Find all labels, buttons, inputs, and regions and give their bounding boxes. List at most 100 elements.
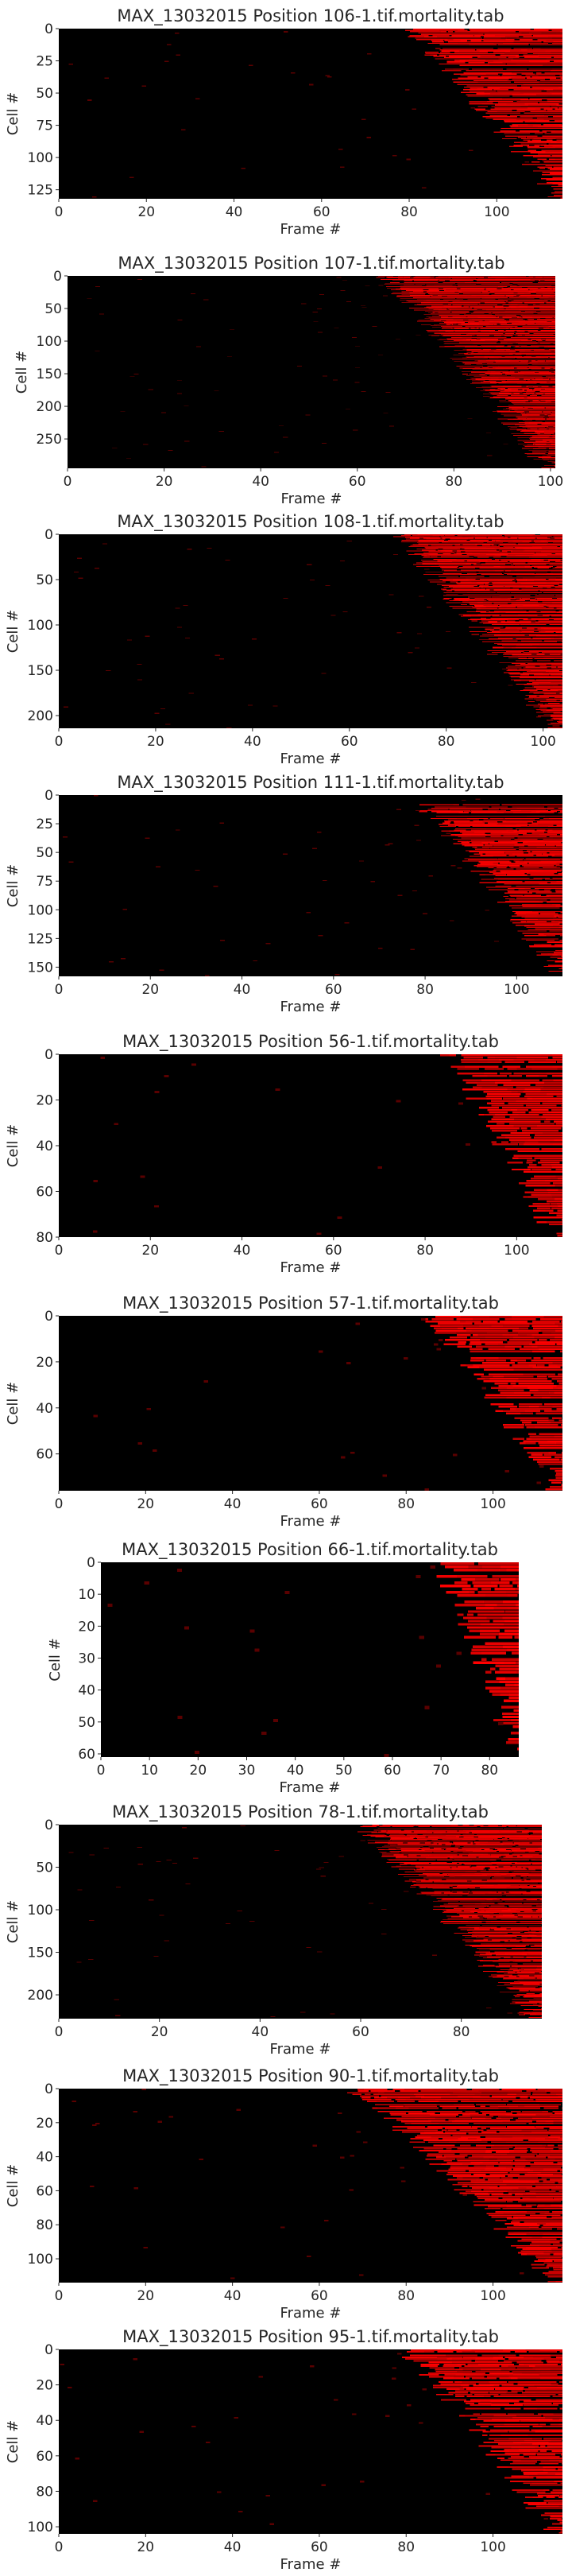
dead-cell-segment xyxy=(440,319,454,320)
dead-cell-segment xyxy=(460,1364,466,1367)
dead-cell-segment xyxy=(477,1378,485,1380)
dead-cell-segment xyxy=(477,1562,504,1565)
noise-pixel xyxy=(439,1338,443,1341)
dead-cell-segment xyxy=(489,358,499,359)
dead-cell-segment xyxy=(525,582,547,584)
dead-cell-segment xyxy=(542,828,562,830)
dead-cell-segment xyxy=(499,1680,519,1684)
dead-cell-segment xyxy=(556,612,562,614)
dead-cell-segment xyxy=(477,1936,485,1938)
dead-cell-segment xyxy=(519,846,537,848)
dead-cell-segment xyxy=(388,1843,419,1845)
dead-cell-segment xyxy=(530,395,538,396)
dead-cell-segment xyxy=(401,301,432,303)
heatmap-background xyxy=(101,1562,519,1757)
dead-cell-segment xyxy=(449,606,473,607)
dead-cell-segment xyxy=(521,938,553,940)
dead-cell-segment xyxy=(524,375,555,377)
dead-cell-segment xyxy=(551,154,562,157)
dead-cell-segment xyxy=(449,1868,485,1869)
dead-cell-segment xyxy=(519,1405,529,1408)
dead-cell-segment xyxy=(531,33,562,35)
dead-cell-segment xyxy=(523,1343,530,1346)
dead-cell-segment xyxy=(498,607,517,609)
dead-cell-segment xyxy=(552,89,562,91)
dead-cell-segment xyxy=(461,1825,484,1826)
dead-cell-segment xyxy=(501,2089,536,2090)
dead-cell-segment xyxy=(507,1088,525,1091)
dead-cell-segment xyxy=(480,1623,504,1626)
dead-cell-segment xyxy=(528,425,555,427)
dead-cell-segment xyxy=(503,1600,519,1604)
dead-cell-segment xyxy=(434,1332,456,1334)
dead-cell-segment xyxy=(524,302,544,304)
dead-cell-segment xyxy=(460,1882,486,1884)
dead-cell-segment xyxy=(486,541,493,543)
dead-cell-segment xyxy=(547,380,555,381)
noise-pixel xyxy=(193,1857,199,1859)
dead-cell-segment xyxy=(439,316,448,317)
dead-cell-segment xyxy=(452,1887,475,1889)
dead-cell-segment xyxy=(419,294,433,296)
dead-cell-segment xyxy=(521,895,549,898)
dead-cell-segment xyxy=(526,1162,533,1164)
dead-cell-segment xyxy=(505,38,515,41)
dead-cell-segment xyxy=(531,360,545,362)
dead-cell-segment xyxy=(554,658,562,660)
dead-cell-segment xyxy=(450,1826,477,1828)
dead-cell-segment xyxy=(466,1925,480,1926)
dead-cell-segment xyxy=(541,2008,542,2010)
dead-cell-segment xyxy=(504,535,519,537)
dead-cell-segment xyxy=(541,1147,562,1150)
dead-cell-segment xyxy=(497,1123,504,1125)
dead-cell-segment xyxy=(511,1938,517,1940)
dead-cell-segment xyxy=(489,1378,519,1380)
dead-cell-segment xyxy=(509,370,537,371)
dead-cell-segment xyxy=(547,453,555,454)
dead-cell-segment xyxy=(427,1887,450,1889)
dead-cell-segment xyxy=(543,464,555,466)
dead-cell-segment xyxy=(543,640,562,642)
noise-pixel xyxy=(346,1361,351,1364)
dead-cell-segment xyxy=(439,48,475,51)
dead-cell-segment xyxy=(492,394,524,395)
dead-cell-segment xyxy=(529,691,556,692)
dead-cell-segment xyxy=(393,1854,404,1856)
dead-cell-segment xyxy=(438,297,465,298)
dead-cell-segment xyxy=(443,343,473,345)
dead-cell-segment xyxy=(547,62,562,64)
dead-cell-segment xyxy=(416,1868,452,1870)
dead-cell-segment xyxy=(544,133,562,134)
dead-cell-segment xyxy=(526,1180,545,1182)
dead-cell-segment xyxy=(510,50,546,52)
dead-cell-segment xyxy=(534,1336,555,1339)
dead-cell-segment xyxy=(530,318,540,320)
dead-cell-segment xyxy=(539,604,562,606)
dead-cell-segment xyxy=(547,573,553,574)
dead-cell-segment xyxy=(526,2090,546,2092)
dead-cell-segment xyxy=(531,1360,562,1362)
dead-cell-segment xyxy=(539,603,562,604)
dead-cell-segment xyxy=(467,836,486,838)
dead-cell-segment xyxy=(489,1316,512,1318)
dead-cell-segment xyxy=(417,1839,438,1841)
dead-cell-segment xyxy=(536,72,542,74)
dead-cell-segment xyxy=(438,312,468,313)
dead-cell-segment xyxy=(505,1953,528,1954)
dead-cell-segment xyxy=(421,559,446,561)
dead-cell-segment xyxy=(524,1191,549,1193)
dead-cell-segment xyxy=(446,337,460,339)
dead-cell-segment xyxy=(493,873,525,875)
dead-cell-segment xyxy=(441,830,450,832)
dead-cell-segment xyxy=(485,1604,497,1607)
dead-cell-segment xyxy=(557,954,562,956)
y-tick-label: 150 xyxy=(37,367,62,382)
dead-cell-segment xyxy=(537,166,552,168)
dead-cell-segment xyxy=(439,29,458,31)
dead-cell-segment xyxy=(528,450,555,451)
dead-cell-segment xyxy=(454,361,474,363)
dead-cell-segment xyxy=(495,1664,502,1667)
dead-cell-segment xyxy=(537,1345,562,1348)
dead-cell-segment xyxy=(439,54,463,56)
dead-cell-segment xyxy=(539,673,562,675)
